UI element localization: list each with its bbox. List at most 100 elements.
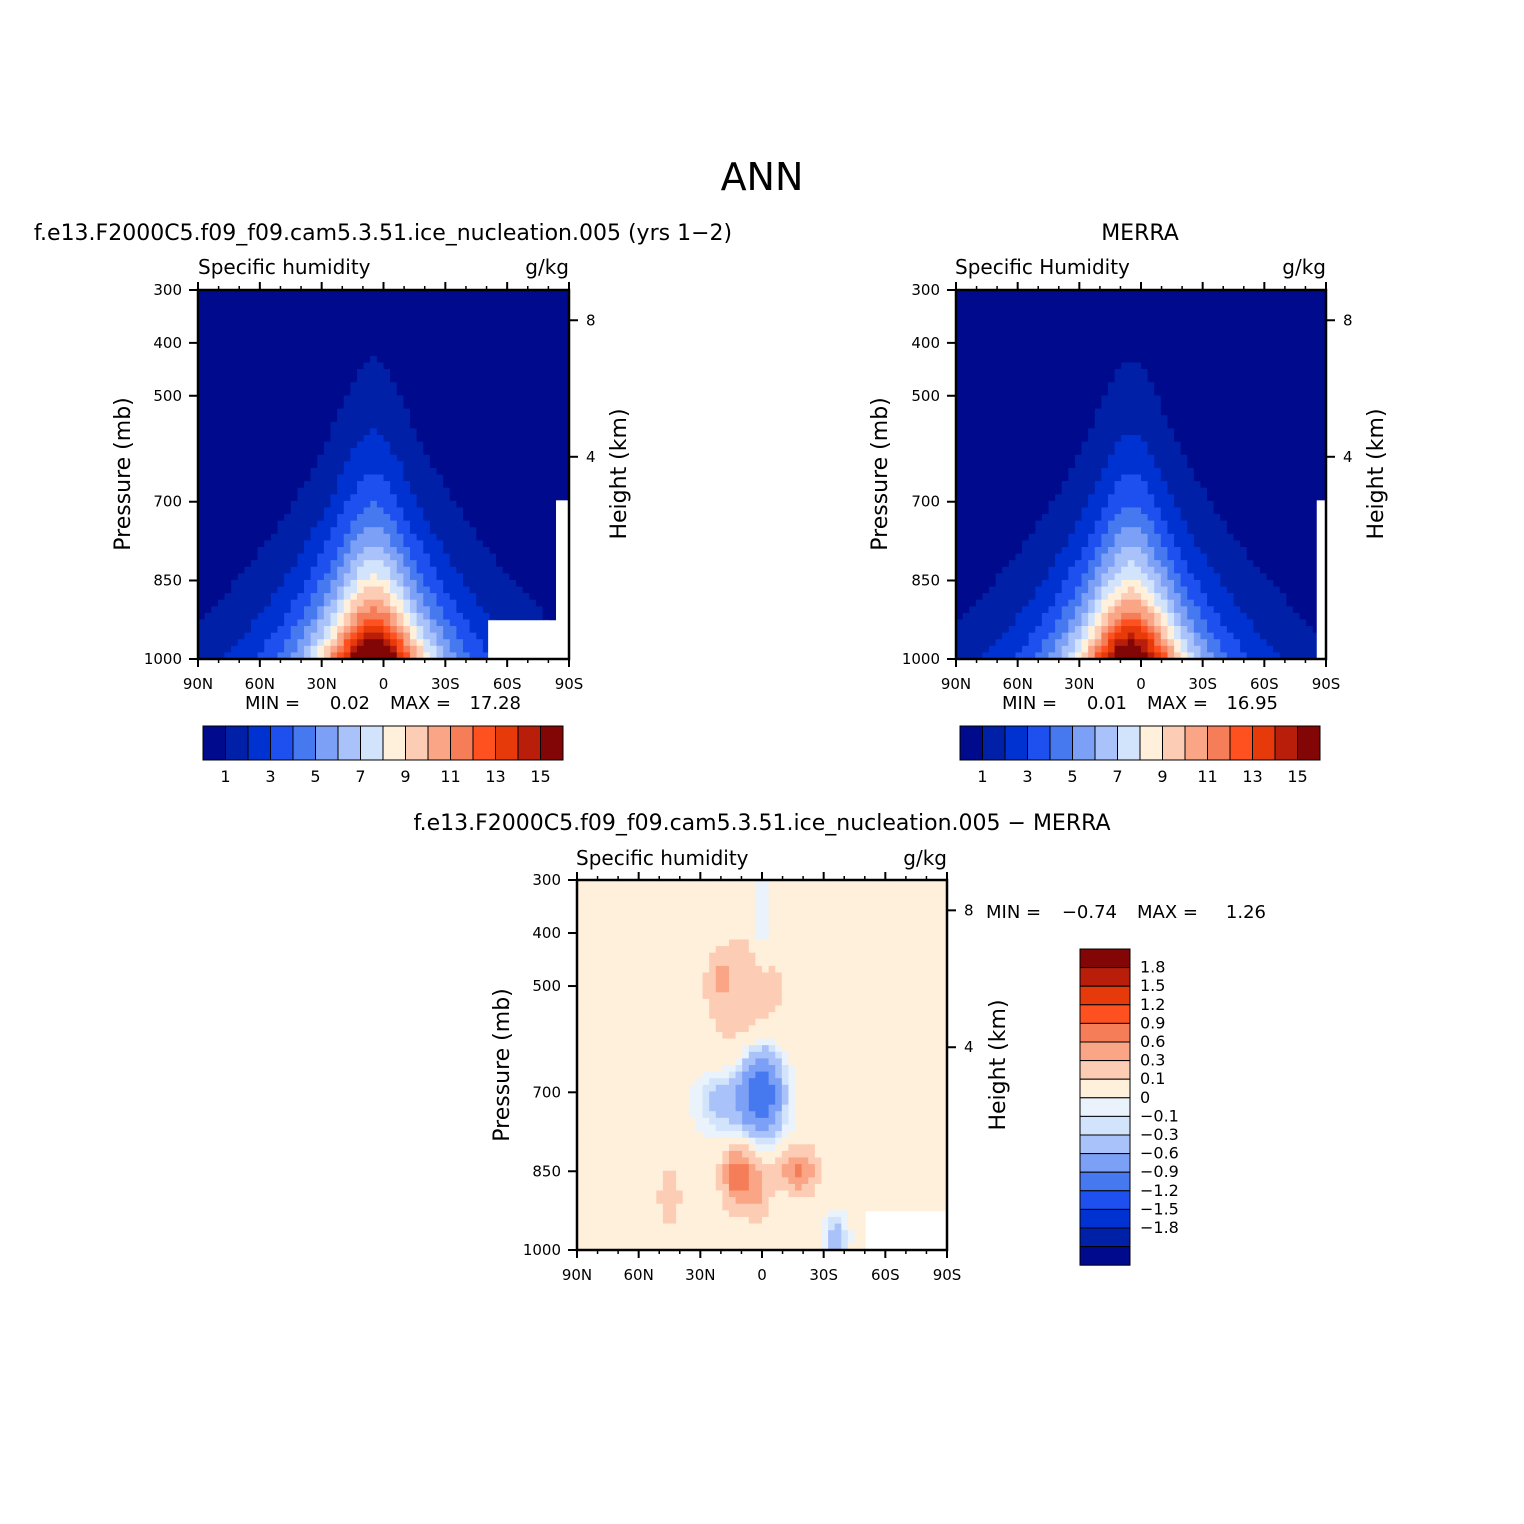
model-contour-cell — [376, 467, 385, 476]
model-contour-cell — [297, 467, 305, 476]
model-contour-cell — [529, 355, 537, 364]
model-contour-cell — [423, 349, 431, 357]
model-contour-cell — [529, 415, 537, 423]
model-contour-cell — [310, 626, 318, 634]
model-contour-cell — [363, 342, 371, 350]
obs-contour-cell — [1141, 487, 1149, 495]
model-contour-cell — [410, 349, 418, 357]
model-contour-cell — [549, 520, 557, 528]
model-contour-cell — [224, 626, 232, 634]
obs-contour-cell — [1127, 434, 1135, 443]
obs-contour-cell — [1147, 290, 1155, 298]
model-contour-cell — [416, 303, 424, 311]
model-contour-cell — [198, 533, 206, 541]
obs-contour-cell — [995, 369, 1003, 377]
model-contour-cell — [204, 296, 212, 304]
obs-contour-cell — [1259, 355, 1268, 364]
obs-contour-cell — [1259, 349, 1268, 357]
model-contour-cell — [416, 415, 424, 423]
model-contour-cell — [482, 652, 491, 660]
obs-contour-cell — [1200, 421, 1208, 429]
obs-contour-cell — [1213, 322, 1221, 331]
model-contour-cell — [343, 566, 351, 574]
model-contour-cell — [463, 382, 471, 390]
model-contour-cell — [330, 520, 338, 528]
model-contour-cell — [383, 369, 391, 377]
model-contour-cell — [522, 500, 530, 509]
obs-contour-cell — [1022, 382, 1030, 390]
model-contour-cell — [310, 402, 318, 410]
obs-contour-cell — [1094, 375, 1102, 383]
model-contour-cell — [463, 573, 471, 581]
obs-contour-cell — [1127, 395, 1135, 403]
obs-contour-cell — [1180, 342, 1188, 350]
model-contour-cell — [542, 560, 550, 568]
model-contour-cell — [204, 579, 212, 588]
model-contour-cell — [330, 362, 338, 370]
model-contour-cell — [562, 454, 570, 462]
model-contour-cell — [410, 566, 418, 574]
model-contour-cell — [449, 355, 457, 364]
model-contour-cell — [257, 303, 265, 311]
obs-contour-cell — [1312, 355, 1320, 364]
model-contour-cell — [416, 402, 424, 410]
model-contour-cell — [231, 467, 239, 476]
model-contour-cell — [376, 309, 385, 317]
model-contour-cell — [244, 316, 252, 324]
obs-contour-cell — [1114, 481, 1122, 489]
model-contour-cell — [251, 579, 259, 588]
model-contour-cell — [277, 546, 285, 555]
obs-contour-cell — [975, 382, 984, 390]
obs-contour-cell — [1306, 402, 1314, 410]
model-contour-cell — [277, 586, 285, 594]
model-contour-cell — [251, 626, 259, 634]
obs-contour-cell — [1134, 375, 1142, 383]
model-contour-cell — [217, 336, 226, 344]
model-contour-cell — [516, 540, 524, 548]
obs-contour-cell — [1279, 316, 1287, 324]
model-contour-cell — [469, 375, 477, 383]
model-contour-cell — [277, 316, 285, 324]
model-contour-cell — [396, 316, 404, 324]
model-contour-cell — [297, 573, 305, 581]
model-contour-cell — [383, 487, 391, 495]
model-contour-cell — [456, 408, 464, 416]
model-contour-cell — [330, 586, 338, 594]
model-contour-cell — [549, 336, 557, 344]
model-contour-cell — [290, 579, 298, 588]
obs-contour-cell — [1101, 448, 1109, 456]
model-contour-cell — [383, 553, 391, 561]
obs-contour-cell — [975, 316, 984, 324]
model-contour-cell — [244, 599, 252, 607]
obs-contour-cell — [1141, 441, 1149, 449]
obs-contour-cell — [1240, 290, 1248, 298]
obs-contour-cell — [1246, 467, 1254, 476]
obs-contour-cell — [1200, 382, 1208, 390]
model-contour-cell — [370, 382, 378, 390]
obs-contour-cell — [975, 296, 984, 304]
model-contour-cell — [224, 382, 232, 390]
model-contour-cell — [297, 461, 305, 469]
model-contour-cell — [555, 408, 563, 416]
model-contour-cell — [370, 527, 378, 535]
obs-contour-cell — [1035, 309, 1043, 317]
obs-contour-cell — [1253, 441, 1261, 449]
obs-contour-cell — [1180, 487, 1188, 495]
model-contour-cell — [290, 322, 298, 331]
model-contour-cell — [304, 388, 312, 397]
model-contour-cell — [350, 560, 358, 568]
obs-contour-cell — [1081, 322, 1089, 331]
model-contour-cell — [224, 408, 232, 416]
model-contour-cell — [416, 566, 424, 574]
model-contour-cell — [217, 329, 226, 337]
obs-contour-cell — [1094, 362, 1102, 370]
model-contour-cell — [277, 481, 285, 489]
obs-contour-cell — [1068, 290, 1076, 298]
obs-contour-cell — [1147, 402, 1155, 410]
model-contour-cell — [337, 514, 345, 522]
model-contour-cell — [198, 606, 206, 614]
obs-contour-cell — [1233, 467, 1241, 476]
obs-contour-cell — [1121, 369, 1129, 377]
obs-contour-cell — [1008, 434, 1017, 443]
obs-contour-cell — [1088, 421, 1096, 429]
